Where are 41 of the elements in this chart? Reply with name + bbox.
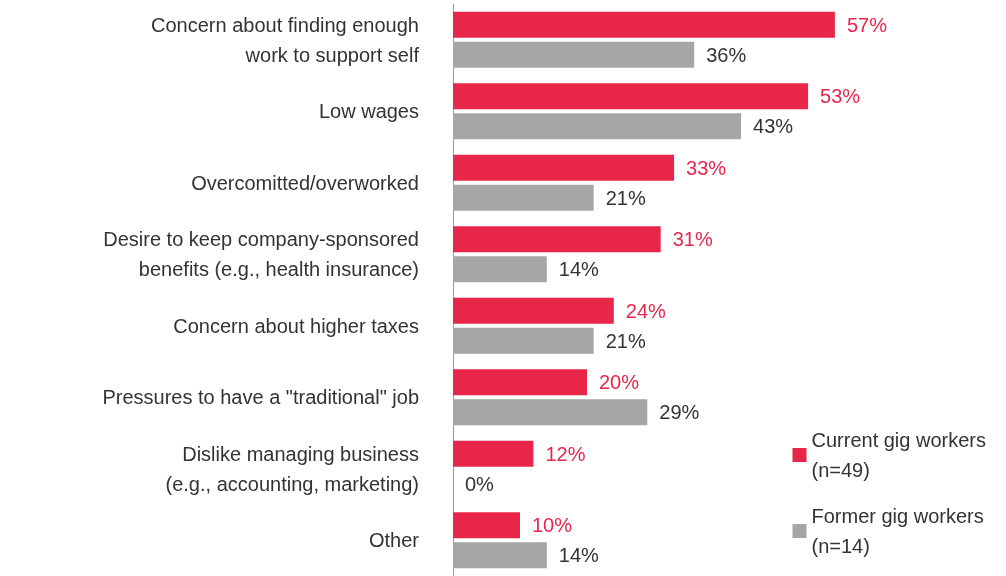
- bar: [453, 542, 547, 569]
- data-label: 53%: [820, 85, 861, 108]
- data-label: 33%: [686, 156, 727, 179]
- y-tick-label: Concern about finding enough work to support self: [151, 13, 420, 66]
- bar: [453, 41, 695, 68]
- data-label: 21%: [605, 186, 646, 209]
- y-tick-label: Low wages: [318, 100, 419, 123]
- bar: [453, 154, 675, 181]
- bar: [453, 399, 648, 426]
- data-label: 43%: [753, 115, 794, 138]
- bar: [453, 184, 594, 211]
- y-tick-label: Pressures to have a "traditional" job: [102, 386, 419, 409]
- legend-label: Former gig workers (n=14): [811, 505, 984, 557]
- data-label: 29%: [659, 401, 700, 424]
- y-tick-label: Desire to keep company-sponsored benefits (e.g., health insurance): [103, 228, 419, 281]
- bar: [453, 440, 534, 467]
- data-label: 21%: [605, 329, 646, 352]
- data-label: 14%: [558, 258, 600, 281]
- data-label: 20%: [599, 371, 640, 394]
- legend-label: Current gig workers (n=49): [811, 429, 987, 481]
- data-label: 57%: [846, 13, 888, 36]
- y-tick-label: Other: [368, 529, 420, 552]
- y-tick-label: Concern about higher taxes: [173, 314, 419, 337]
- bar: [453, 11, 835, 38]
- bar: [453, 256, 547, 283]
- data-label: 31%: [672, 228, 713, 251]
- bar: [453, 83, 809, 110]
- bar: [453, 369, 587, 396]
- y-tick-label: Dislike managing business (e.g., accounting, marketing): [165, 442, 419, 495]
- bar: [453, 327, 594, 354]
- data-label: 14%: [558, 544, 600, 567]
- data-label: 24%: [625, 299, 667, 322]
- data-label: 12%: [545, 442, 586, 465]
- y-tick-label: Overcomitted/overworked: [191, 171, 419, 194]
- data-label: 10%: [532, 514, 573, 537]
- bar: [453, 297, 614, 324]
- bar: [453, 113, 742, 140]
- bar: [453, 226, 661, 253]
- bar: [453, 512, 520, 539]
- data-label: 0%: [465, 472, 495, 495]
- data-label: 36%: [706, 43, 747, 66]
